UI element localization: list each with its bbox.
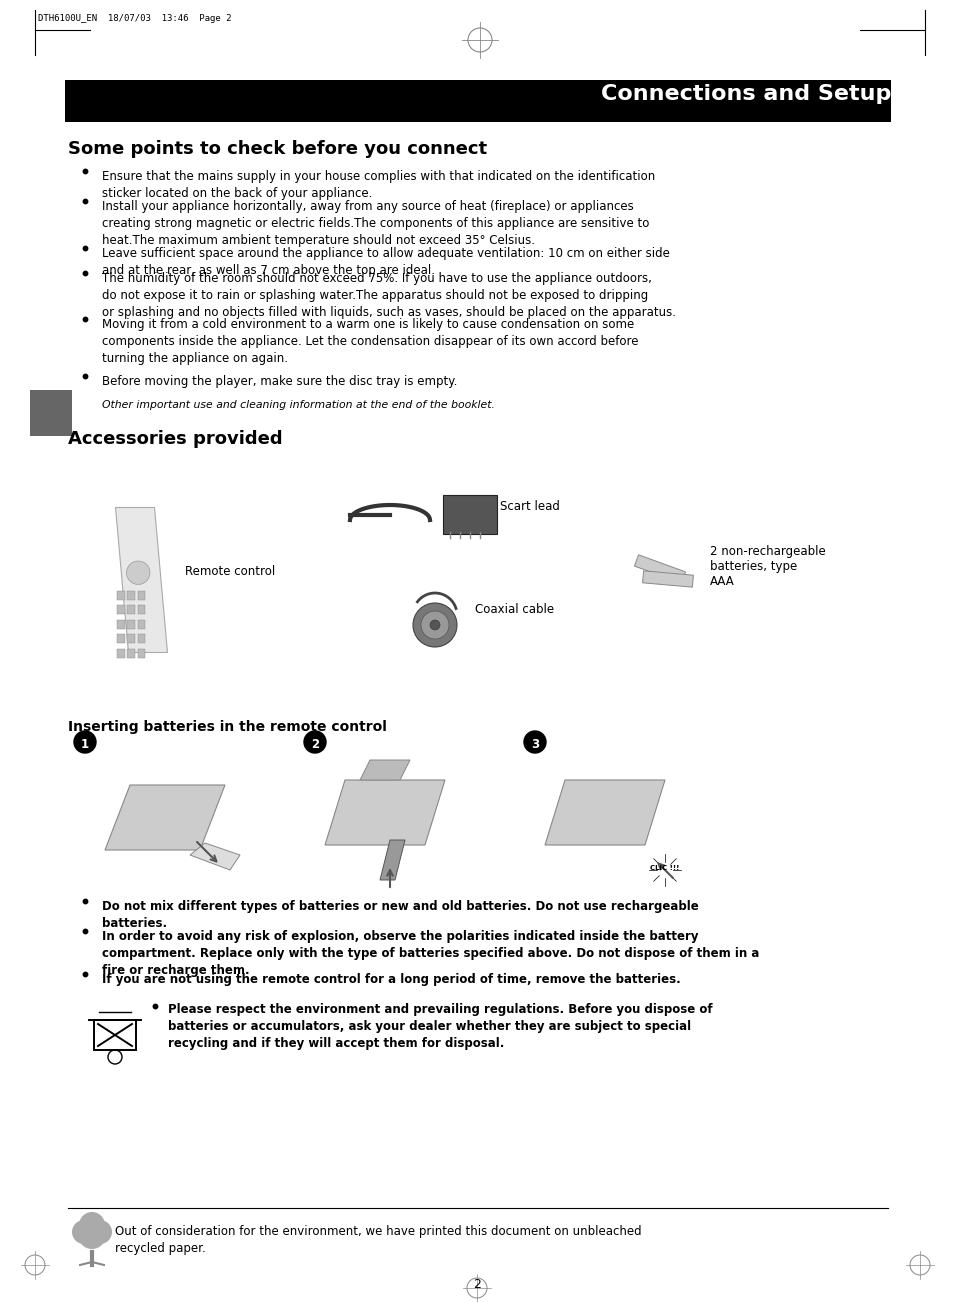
Polygon shape [105, 785, 225, 850]
Circle shape [413, 603, 456, 647]
Text: 2: 2 [473, 1279, 480, 1292]
Text: If you are not using the remote control for a long period of time, remove the ba: If you are not using the remote control … [102, 973, 680, 986]
Bar [116, 634, 125, 643]
Text: Other important use and cleaning information at the end of the booklet.: Other important use and cleaning informa… [102, 400, 495, 410]
FancyBboxPatch shape [442, 495, 497, 534]
Circle shape [71, 1220, 96, 1243]
Bar [65, 79, 890, 122]
Text: DTH6100U_EN  18/07/03  13:46  Page 2: DTH6100U_EN 18/07/03 13:46 Page 2 [38, 14, 232, 23]
Bar [634, 555, 685, 583]
Text: Remote control: Remote control [185, 565, 275, 578]
Circle shape [78, 1221, 106, 1249]
Text: Coaxial cable: Coaxial cable [475, 603, 554, 616]
Text: Install your appliance horizontally, away from any source of heat (fireplace) or: Install your appliance horizontally, awa… [102, 201, 649, 247]
Bar [30, 391, 71, 436]
Text: The humidity of the room should not exceed 75%. If you have to use the appliance: The humidity of the room should not exce… [102, 272, 676, 319]
Circle shape [304, 730, 326, 753]
Polygon shape [359, 760, 410, 780]
Polygon shape [544, 780, 664, 845]
Circle shape [420, 611, 449, 639]
Text: Leave sufficient space around the appliance to allow adequate ventilation: 10 cm: Leave sufficient space around the applia… [102, 247, 669, 277]
Bar [127, 591, 135, 600]
Polygon shape [325, 780, 444, 845]
Polygon shape [379, 840, 405, 880]
Text: In order to avoid any risk of explosion, observe the polarities indicated inside: In order to avoid any risk of explosion,… [102, 930, 759, 976]
Bar [116, 591, 125, 600]
Bar [127, 605, 135, 615]
Text: 2: 2 [311, 738, 318, 751]
Text: 2 non-rechargeable
batteries, type
AAA: 2 non-rechargeable batteries, type AAA [709, 546, 825, 589]
Text: CLIC !!!: CLIC !!! [650, 865, 679, 871]
Bar [94, 1019, 136, 1049]
Bar [137, 591, 145, 600]
Bar [137, 634, 145, 643]
Bar [137, 605, 145, 615]
Bar [137, 648, 145, 658]
Bar [127, 620, 135, 629]
Circle shape [79, 1212, 105, 1238]
Text: Do not mix different types of batteries or new and old batteries. Do not use rec: Do not mix different types of batteries … [102, 900, 698, 930]
Bar [642, 570, 693, 587]
Text: EN: EN [39, 358, 63, 372]
Text: Some points to check before you connect: Some points to check before you connect [68, 141, 487, 158]
Text: Connections and Setup: Connections and Setup [600, 85, 890, 104]
Polygon shape [190, 842, 240, 870]
Text: Before moving the player, make sure the disc tray is empty.: Before moving the player, make sure the … [102, 375, 456, 388]
Circle shape [127, 561, 150, 585]
Text: Scart lead: Scart lead [499, 500, 559, 513]
Text: 1: 1 [81, 738, 89, 751]
Polygon shape [115, 508, 168, 652]
Circle shape [523, 730, 545, 753]
Bar [127, 634, 135, 643]
Bar [116, 620, 125, 629]
Circle shape [74, 730, 96, 753]
Bar [116, 605, 125, 615]
Text: Inserting batteries in the remote control: Inserting batteries in the remote contro… [68, 720, 387, 734]
Text: Accessories provided: Accessories provided [68, 430, 282, 448]
Text: Out of consideration for the environment, we have printed this document on unble: Out of consideration for the environment… [115, 1225, 641, 1255]
Circle shape [430, 620, 439, 630]
Text: Ensure that the mains supply in your house complies with that indicated on the i: Ensure that the mains supply in your hou… [102, 171, 655, 201]
Text: 3: 3 [531, 738, 538, 751]
Text: Moving it from a cold environment to a warm one is likely to cause condensation : Moving it from a cold environment to a w… [102, 318, 638, 365]
Circle shape [88, 1220, 112, 1243]
Bar [116, 648, 125, 658]
Bar [127, 648, 135, 658]
Text: Please respect the environment and prevailing regulations. Before you dispose of: Please respect the environment and preva… [168, 1003, 712, 1049]
Bar [137, 620, 145, 629]
